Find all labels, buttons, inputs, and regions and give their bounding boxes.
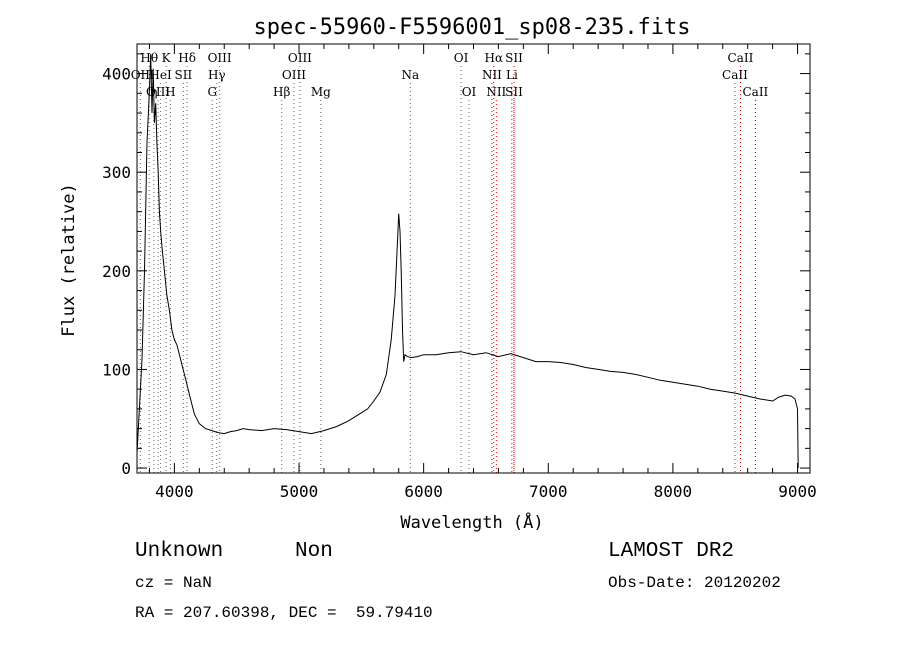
spectral-line-label: NII [486,85,506,99]
spectral-line-label: Hγ [208,68,226,82]
chart-title: spec-55960-F5596001_sp08-235.fits [253,15,690,40]
x-tick-label: 8000 [654,482,693,501]
spectral-line-label: Hβ [273,85,290,99]
subclass-label: Non [295,540,333,563]
spectral-line-label: OIII [282,68,306,82]
spectral-line-label: SII [505,51,523,65]
classification-label: Unknown [135,540,224,563]
spectrum-line [136,53,799,469]
spectral-line-label: CaII [742,85,768,99]
plot-frame [136,43,811,474]
spectral-line-label: CaII [728,51,754,65]
y-tick-label: 200 [102,262,131,281]
survey-label: LAMOST DR2 [608,540,735,563]
axes: 4000 5000 6000 7000 8000 9000 0 100 200 300 400 [102,44,817,501]
x-tick-label: 7000 [529,482,568,501]
y-axis-label: Flux (relative) [59,183,79,337]
spectral-line-label: CaII [722,68,748,82]
spectral-line-label: H [165,85,175,99]
x-tick-label: 6000 [404,482,443,501]
x-tick-label: 4000 [155,482,194,501]
spectral-line-label: Hθ [140,51,158,65]
spectral-line-label: OI [462,85,477,99]
spectral-line-label: OIII [208,51,232,65]
spectral-line-label: OII [131,68,151,82]
spectral-line-label: OI [454,51,469,65]
spectral-line-label: NII [482,68,502,82]
y-tick-label: 0 [121,459,131,478]
spectral-line-label: Mg [311,85,331,99]
x-tick-label: 5000 [280,482,319,501]
obs-date-label: Obs-Date: 20120202 [608,574,781,592]
spectral-line-label: Hδ [178,51,196,65]
spectral-line-label: Li [506,68,518,82]
x-axis-label: Wavelength (Å) [400,511,543,533]
spectral-line-label: HeI [149,68,172,82]
coordinates-label: RA = 207.60398, DEC = 59.79410 [135,604,433,622]
redshift-label: cz = NaN [135,574,212,592]
spectral-line-label: Hα [485,51,504,65]
spectral-line-label: K [162,51,172,65]
spectral-line-label: Na [401,68,419,82]
spectral-line-label: SII [505,85,523,99]
x-tick-label: 9000 [778,482,817,501]
y-tick-label: 100 [102,360,131,379]
spectral-line-label: OIII [288,51,312,65]
spectral-line-label: SII [175,68,193,82]
spectral-line-label: G [207,85,217,99]
y-tick-label: 400 [102,65,131,84]
y-tick-label: 300 [102,163,131,182]
